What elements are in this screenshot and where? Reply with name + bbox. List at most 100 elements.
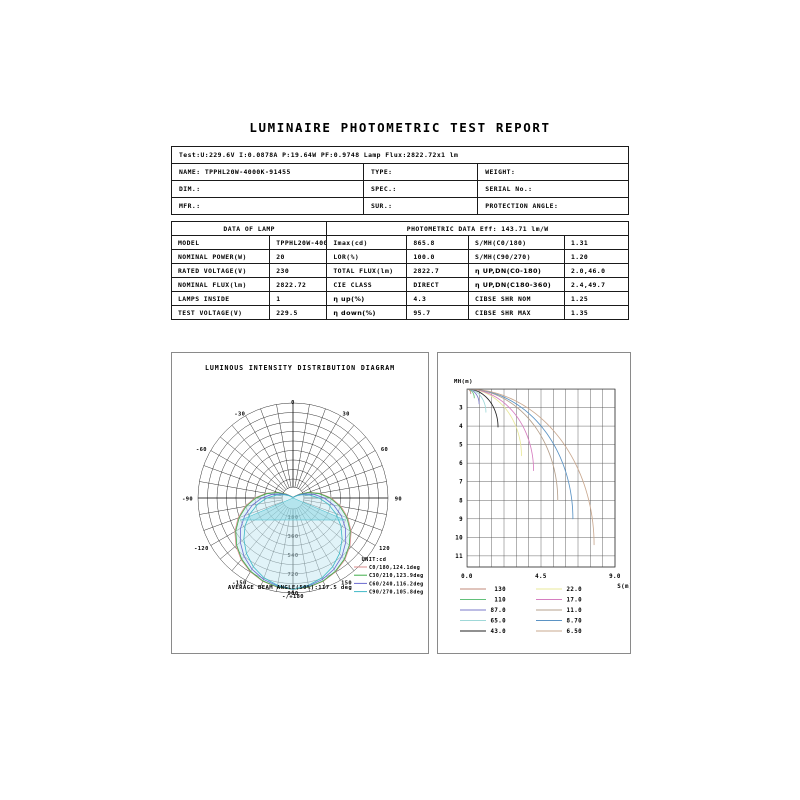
legend-label: 65.0 [490,619,506,625]
info-label: MFR.: [179,202,201,210]
cell-cibse-shr-nom-value: 1.25 [564,291,629,306]
polar-curves [234,491,352,590]
polar-curve [243,494,294,590]
info-cell-weight: WEIGHT: [477,163,629,181]
info-label: SERIAL No.: [485,185,533,193]
cell-cie-class-value: DIRECT [406,277,470,292]
isolux-x-axis-label: S(m) [617,584,630,590]
legend-label: C0/180,124.1deg [369,565,420,571]
luminous-intensity-panel: LUMINOUS INTENSITY DISTRIBUTION DIAGRAM … [171,352,429,654]
isolux-y-tick: 8 [459,498,463,504]
table-row: MODEL TPPHL20W-4000K-91455 Imax(cd) 865.… [170,235,629,250]
cell-rated-voltage-label: RATED VOLTAGE(V) [170,263,271,278]
legend-label: 43.0 [490,629,506,635]
legend-label: 11.0 [566,608,582,614]
polar-fill-region [234,492,352,590]
polar-angle-tick: 30 [343,411,350,417]
polar-angle-tick: -120 [194,546,209,552]
cell-test-voltage-value: 229.5 [269,305,328,320]
polar-spoke [245,415,294,499]
legend-label: C60/240,116.2deg [369,581,424,587]
isolux-y-tick: 7 [459,480,463,486]
table-row: DIM.: SPEC.: SERIAL No.: [171,180,629,198]
info-cell-dim: DIM.: [171,180,364,198]
info-cell-protection-angle: PROTECTION ANGLE: [477,197,629,215]
legend-label: 8.70 [566,619,582,625]
legend-label: 110 [494,598,506,604]
cell-imax-value: 865.8 [406,235,470,250]
cell-eta-updn-c180-value: 2.4,49.7 [564,277,629,292]
isolux-y-axis-label: MH(m) [454,379,473,385]
cell-eta-updn-c180-label: η UP,DN(C180-360) [468,277,565,292]
legend-label: 17.0 [566,598,582,604]
isolux-grid [466,388,616,568]
info-label: DIM.: [179,185,201,193]
isolux-top-mask [438,353,630,389]
cell-nominal-power-label: NOMINAL POWER(W) [170,249,271,264]
test-conditions-cell: Test:U:229.6V I:0.0878A P:19.64W PF:0.97… [171,146,629,164]
header-photometric-data: PHOTOMETRIC DATA Eff: 143.71 lm/W [326,221,629,236]
table-row: NAME: TPPHL20W-4000K-91455 TYPE: WEIGHT: [171,163,629,181]
table-row: NOMINAL FLUX(lm) 2822.72 CIE CLASS DIREC… [170,277,629,292]
isolux-contour [466,388,534,472]
isolux-contour [466,388,499,428]
polar-angle-tick: -90 [182,497,193,503]
cell-imax-label: Imax(cd) [326,235,408,250]
info-label: PROTECTION ANGLE: [485,202,559,210]
cell-smh-c90-label: S/MH(C90/270) [468,249,565,264]
legend-label: C90/270,105.8deg [369,590,424,596]
isolux-y-tick: 4 [459,424,463,430]
polar-angle-tick: 60 [381,447,388,453]
legend-label: 6.50 [566,629,582,635]
info-cell-sur: SUR.: [362,197,479,215]
info-cell-mfr: MFR.: [171,197,364,215]
info-cell-serial: SERIAL No.: [477,180,629,198]
table-row-test: Test:U:229.6V I:0.0878A P:19.64W PF:0.97… [171,146,629,164]
table-row: MFR.: SUR.: PROTECTION ANGLE: [171,197,629,215]
polar-curve [292,494,343,590]
polar-spoke [292,408,326,499]
cell-model-label: MODEL [170,235,271,250]
info-cell-type: TYPE: [362,163,479,181]
cell-eta-up-value: 4.3 [406,291,470,306]
polar-angle-tick: -30 [234,411,245,417]
cell-eta-up-label: η up(%) [326,291,408,306]
legend-label: C30/210,123.9deg [369,573,424,579]
info-value: TPPHL20W-4000K-91455 [204,168,291,176]
cell-eta-updn-c0-value: 2.0,46.0 [564,263,629,278]
isolux-x-tick: 9.0 [609,574,621,580]
cell-cibse-shr-max-label: CIBSE SHR MAX [468,305,565,320]
info-label: SPEC.: [370,185,397,193]
cell-cibse-shr-max-value: 1.35 [564,305,629,320]
polar-spoke [276,404,294,499]
polar-chart: 180360540720900-/+180-150150-120120-9090… [182,400,424,600]
polar-footer-label: AVERAGE BEAM ANGLE(50%):117.5 deg [228,585,352,591]
polar-spoke [292,450,376,499]
polar-angle-tick: 120 [379,546,390,552]
polar-angle-tick: -60 [196,447,207,453]
cell-cibse-shr-nom-label: CIBSE SHR NOM [468,291,565,306]
isolux-x-tick: 0.0 [461,574,473,580]
photometric-data-table: DATA OF LAMP PHOTOMETRIC DATA Eff: 143.7… [170,221,629,320]
cell-lamps-inside-value: 1 [269,291,328,306]
isolux-legend: 130 110 87.0 65.0 43.0 22.0 17.0 11.0 8.70 6.50 [460,587,582,635]
legend-label: 87.0 [490,608,506,614]
cell-nominal-flux-label: NOMINAL FLUX(lm) [170,277,271,292]
isolux-x-tick: 4.5 [535,574,547,580]
polar-angle-tick: 90 [395,497,402,503]
cell-eta-down-label: η down(%) [326,305,408,320]
isolux-plot-border [466,388,616,568]
cell-lamps-inside-label: LAMPS INSIDE [170,291,271,306]
table-row: RATED VOLTAGE(V) 230 TOTAL FLUX(lm) 2822… [170,263,629,278]
cell-eta-down-value: 95.7 [406,305,470,320]
legend-label: 22.0 [566,587,582,593]
polar-beam-wedge [240,497,346,521]
polar-spoke [292,436,366,499]
polar-legend: UNIT:cd C0/180,124.1deg C30/210,123.9deg C6… [354,557,424,596]
polar-angle-tick: -/+180 [282,594,304,600]
isolux-contour [466,388,574,520]
info-label: TYPE: [370,168,393,176]
cell-total-flux-value: 2822.7 [406,263,470,278]
polar-spoke [220,436,294,499]
